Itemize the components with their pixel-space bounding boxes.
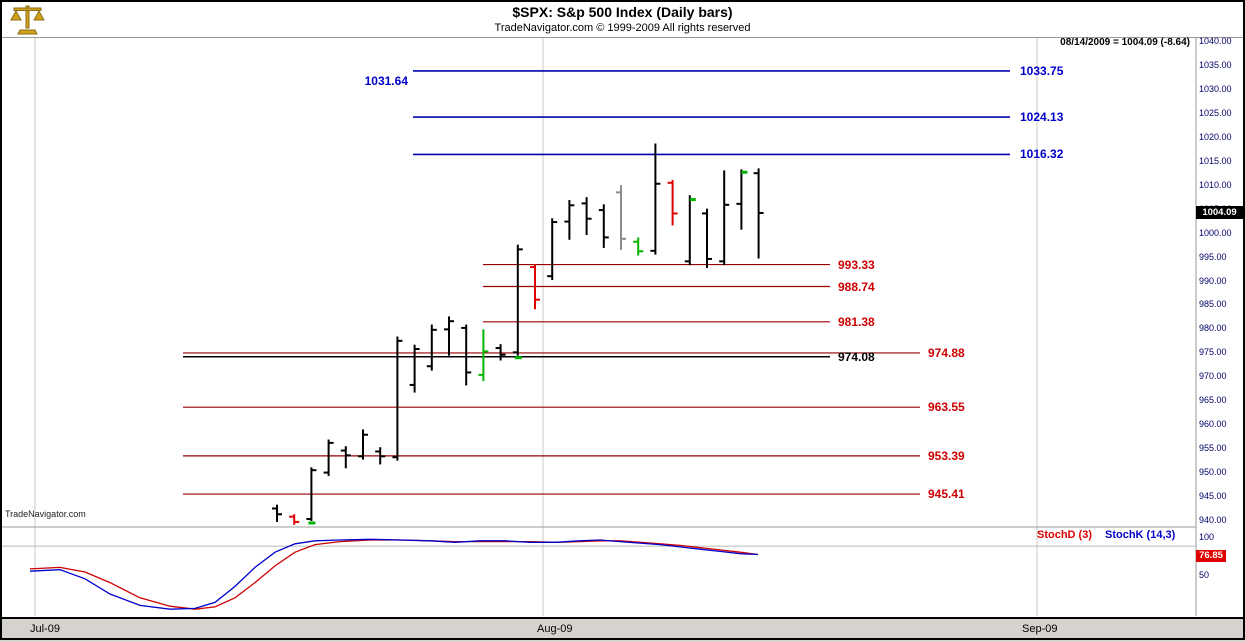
chart-subtitle: TradeNavigator.com © 1999-2009 All right… (494, 22, 751, 34)
ohlc-bar[interactable] (512, 244, 523, 360)
ohlc-bar[interactable] (598, 204, 609, 248)
stoch-value-badge: 76.85 (1196, 550, 1226, 562)
ohlc-bar[interactable] (564, 200, 575, 240)
tradenavigator-logo-icon (8, 2, 48, 43)
ohlc-bar[interactable] (461, 324, 472, 386)
ohlc-bar[interactable] (650, 143, 661, 255)
ohlc-bar[interactable] (702, 208, 712, 269)
ohlc-bar[interactable] (478, 329, 489, 382)
ohlc-bar[interactable] (633, 237, 644, 256)
chart-title: $SPX: S&p 500 Index (Daily bars) (512, 4, 733, 20)
last-price-badge: 1004.09 (1196, 206, 1243, 219)
stochastic-lines (29, 538, 759, 610)
time-axis[interactable]: Jul-09 Aug-09 Sep-09 (0, 617, 1245, 642)
ohlc-bar[interactable] (392, 336, 403, 461)
ohlc-bar[interactable] (289, 514, 300, 525)
watermark: TradeNavigator.com (5, 509, 86, 519)
ohlc-bar[interactable] (547, 218, 558, 281)
time-axis-label: Jul-09 (30, 623, 60, 635)
ohlc-bar[interactable] (667, 179, 678, 226)
ohlc-bar[interactable] (495, 344, 506, 361)
ohlc-bar[interactable] (530, 264, 540, 310)
ohlc-bar[interactable] (444, 316, 454, 356)
ohlc-bar[interactable] (736, 169, 748, 230)
ohlc-bar[interactable] (616, 185, 626, 250)
gridlines (0, 37, 1245, 616)
time-axis-label: Aug-09 (537, 623, 573, 635)
ohlc-bar[interactable] (684, 195, 696, 266)
ohlc-bar[interactable] (306, 467, 317, 525)
ohlc-bar[interactable] (753, 168, 764, 259)
price-bars (272, 143, 764, 525)
ohlc-bar[interactable] (409, 344, 420, 393)
ohlc-bar[interactable] (340, 446, 351, 469)
stochk-line (29, 538, 759, 610)
ohlc-bar[interactable] (581, 197, 592, 235)
last-quote-info: 08/14/2009 = 1004.09 (-8.64) (1060, 37, 1190, 48)
ohlc-bar[interactable] (358, 429, 368, 460)
ohlc-bar[interactable] (375, 447, 386, 465)
stochd-legend-label: StochD (3) (1037, 529, 1092, 541)
ohlc-bar[interactable] (323, 439, 334, 476)
ohlc-bar[interactable] (719, 170, 730, 266)
stochk-legend-label: StochK (14,3) (1105, 529, 1176, 541)
support-resistance-lines (183, 70, 1010, 495)
time-axis-label: Sep-09 (1022, 623, 1058, 635)
ohlc-bar[interactable] (426, 324, 437, 371)
ohlc-bar[interactable] (272, 504, 282, 522)
plot-background (2, 38, 1196, 616)
